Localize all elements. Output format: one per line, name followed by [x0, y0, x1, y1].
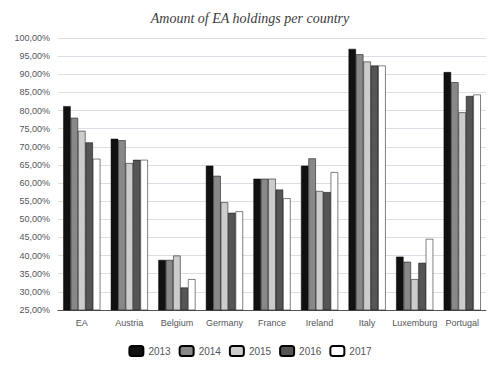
- svg-text:2016: 2016: [299, 346, 322, 357]
- svg-text:90,00%: 90,00%: [19, 69, 50, 79]
- svg-text:2017: 2017: [349, 346, 372, 357]
- svg-text:2015: 2015: [249, 346, 272, 357]
- svg-text:50,00%: 50,00%: [19, 214, 50, 224]
- svg-text:Luxemburg: Luxemburg: [392, 318, 437, 328]
- svg-text:65,00%: 65,00%: [19, 160, 50, 170]
- svg-text:45,00%: 45,00%: [19, 232, 50, 242]
- svg-text:Austria: Austria: [115, 318, 143, 328]
- svg-text:Germany: Germany: [206, 318, 244, 328]
- svg-text:70,00%: 70,00%: [19, 142, 50, 152]
- svg-text:EA: EA: [76, 318, 88, 328]
- svg-text:40,00%: 40,00%: [19, 251, 50, 261]
- svg-text:30,00%: 30,00%: [19, 287, 50, 297]
- svg-text:60,00%: 60,00%: [19, 178, 50, 188]
- svg-text:55,00%: 55,00%: [19, 196, 50, 206]
- svg-text:80,00%: 80,00%: [19, 106, 50, 116]
- svg-text:2013: 2013: [148, 346, 171, 357]
- svg-text:100,00%: 100,00%: [14, 33, 50, 43]
- svg-text:Italy: Italy: [359, 318, 376, 328]
- svg-text:Belgium: Belgium: [161, 318, 194, 328]
- svg-text:Ireland: Ireland: [306, 318, 334, 328]
- svg-text:35,00%: 35,00%: [19, 269, 50, 279]
- svg-text:Portugal: Portugal: [445, 318, 479, 328]
- svg-text:2014: 2014: [199, 346, 222, 357]
- svg-text:France: France: [258, 318, 286, 328]
- svg-text:75,00%: 75,00%: [19, 124, 50, 134]
- svg-text:25,00%: 25,00%: [19, 305, 50, 315]
- svg-text:95,00%: 95,00%: [19, 51, 50, 61]
- svg-text:85,00%: 85,00%: [19, 87, 50, 97]
- svg-text:Amount of EA holdings per coun: Amount of EA holdings per country: [150, 11, 350, 26]
